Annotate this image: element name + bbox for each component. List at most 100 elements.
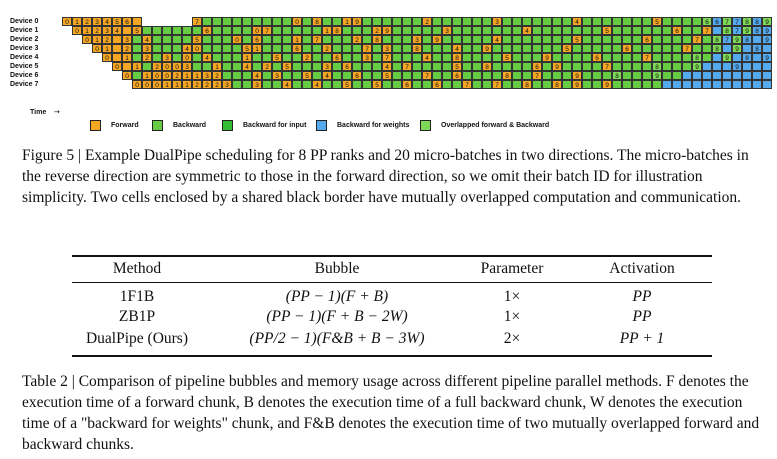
schedule-cell: 6 — [352, 71, 362, 80]
schedule-cell — [652, 53, 662, 62]
schedule-cell: 5 — [372, 80, 382, 89]
schedule-cell — [492, 71, 502, 80]
schedule-cell — [132, 17, 142, 26]
schedule-cell: 7 — [192, 17, 202, 26]
schedule-cell: 2 — [152, 62, 162, 71]
schedule-cell — [502, 26, 512, 35]
schedule-cell — [642, 26, 652, 35]
schedule-cell: 7 — [462, 80, 472, 89]
schedule-cell — [642, 71, 652, 80]
schedule-cell: 3 — [92, 17, 102, 26]
schedule-cell — [132, 35, 142, 44]
schedule-cell: 2 — [172, 71, 182, 80]
schedule-cell — [182, 26, 192, 35]
schedule-cell — [452, 35, 462, 44]
row-zb1p-bubble: (PP − 1)(F + B − 2W) — [266, 308, 408, 325]
schedule-cell — [482, 17, 492, 26]
schedule-cell: 0 — [292, 17, 302, 26]
schedule-cell: 2 — [122, 44, 132, 53]
schedule-cell — [612, 62, 622, 71]
schedule-cell — [242, 71, 252, 80]
schedule-cell — [262, 53, 272, 62]
schedule-cell — [362, 26, 372, 35]
schedule-cell: 5 — [282, 62, 292, 71]
schedule-cell — [592, 44, 602, 53]
schedule-cell — [472, 44, 482, 53]
schedule-cell — [392, 35, 402, 44]
schedule-cell — [352, 53, 362, 62]
schedule-cell: 1 — [242, 53, 252, 62]
schedule-cell — [222, 35, 232, 44]
schedule-cell — [692, 26, 702, 35]
schedule-cell — [552, 17, 562, 26]
schedule-cell — [662, 71, 672, 80]
schedule-cell — [342, 53, 352, 62]
schedule-cell: 9 — [762, 17, 772, 26]
schedule-cell: 5 — [602, 26, 612, 35]
schedule-cell — [572, 53, 582, 62]
schedule-cell: 9 — [382, 26, 392, 35]
forward-swatch — [90, 120, 101, 131]
schedule-cell — [312, 26, 322, 35]
schedule-cell — [752, 80, 762, 89]
schedule-cell: 0 — [112, 62, 122, 71]
schedule-cell — [702, 53, 712, 62]
schedule-cell — [712, 26, 722, 35]
schedule-cell — [232, 80, 242, 89]
schedule-cell — [482, 35, 492, 44]
schedule-cell — [422, 26, 432, 35]
schedule-cell — [272, 62, 282, 71]
schedule-cell — [252, 17, 262, 26]
table-bottom-rule — [72, 355, 712, 357]
schedule-cell: 5 — [342, 80, 352, 89]
schedule-cell — [282, 71, 292, 80]
schedule-cell: 1 — [322, 26, 332, 35]
schedule-cell — [142, 26, 152, 35]
schedule-cell: 0 — [142, 80, 152, 89]
schedule-cell — [232, 62, 242, 71]
schedule-cell — [432, 62, 442, 71]
schedule-cell: 5 — [572, 35, 582, 44]
schedule-cell — [542, 80, 552, 89]
schedule-cell — [232, 44, 242, 53]
figure-caption: Figure 5 | Example DualPipe scheduling f… — [22, 145, 762, 208]
schedule-cell — [382, 35, 392, 44]
schedule-cell — [332, 35, 342, 44]
schedule-cell: 2 — [202, 80, 212, 89]
schedule-cell — [242, 26, 252, 35]
schedule-cell — [282, 44, 292, 53]
schedule-cell — [112, 71, 122, 80]
schedule-cell — [322, 53, 332, 62]
schedule-cell — [362, 80, 372, 89]
schedule-cell — [272, 35, 282, 44]
schedule-cell — [472, 17, 482, 26]
schedule-cell: 1 — [252, 44, 262, 53]
schedule-cell — [632, 26, 642, 35]
schedule-cell: 4 — [312, 80, 322, 89]
schedule-cell — [62, 71, 72, 80]
schedule-cell — [162, 17, 172, 26]
device-label: Device 1 — [10, 27, 39, 34]
schedule-cell — [502, 44, 512, 53]
schedule-cell — [452, 26, 462, 35]
schedule-cell — [232, 26, 242, 35]
schedule-cell — [702, 44, 712, 53]
schedule-cell: 9 — [722, 53, 732, 62]
schedule-cell: 8 — [482, 62, 492, 71]
schedule-cell — [152, 44, 162, 53]
schedule-cell — [502, 80, 512, 89]
schedule-cell — [492, 26, 502, 35]
schedule-cell: 8 — [722, 26, 732, 35]
header-activation: Activation — [609, 260, 675, 277]
schedule-cell — [412, 17, 422, 26]
schedule-cell — [412, 26, 422, 35]
row-dualpipe-bubble: (PP/2 − 1)(F&B + B − 3W) — [249, 330, 425, 347]
schedule-cell — [422, 35, 432, 44]
schedule-cell — [462, 26, 472, 35]
schedule-cell — [292, 62, 302, 71]
schedule-cell: 0 — [232, 35, 242, 44]
row-1f1b-bubble: (PP − 1)(F + B) — [285, 288, 389, 305]
schedule-cell — [662, 26, 672, 35]
schedule-cell — [682, 35, 692, 44]
schedule-cell — [242, 80, 252, 89]
